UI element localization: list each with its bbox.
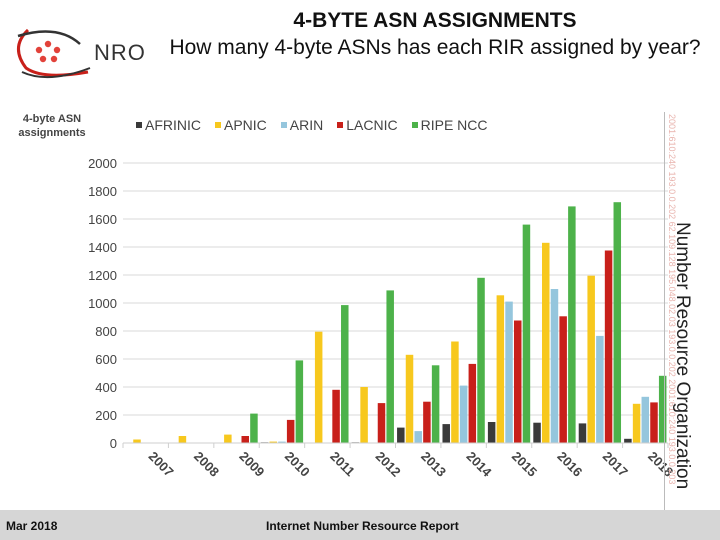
y-tick-label: 1800 bbox=[88, 184, 117, 199]
slide-title-block: 4-BYTE ASN ASSIGNMENTS How many 4-byte A… bbox=[150, 8, 720, 62]
legend-label: ARIN bbox=[289, 117, 324, 133]
bar-ripe-ncc-2012 bbox=[386, 290, 394, 443]
x-tick-label: 2008 bbox=[191, 449, 222, 480]
bar-ripe-ncc-2013 bbox=[431, 365, 440, 443]
bar-afrinic-2014 bbox=[442, 424, 450, 443]
footer-report-title: Internet Number Resource Report bbox=[266, 519, 459, 533]
logo-text: NRO bbox=[94, 40, 146, 65]
bar-lacnic-2011 bbox=[332, 389, 340, 443]
bar-afrinic-2013 bbox=[397, 427, 405, 443]
bar-arin-2016 bbox=[550, 289, 559, 443]
chart-legend: AFRINIC APNIC ARIN LACNIC RIPE NCC bbox=[136, 117, 488, 133]
bar-lacnic-2015 bbox=[513, 320, 522, 443]
legend-item-apnic: APNIC bbox=[215, 117, 267, 133]
bar-apnic-2011 bbox=[314, 331, 323, 443]
bar-ripe-ncc-2009 bbox=[250, 413, 258, 443]
legend-item-lacnic: LACNIC bbox=[337, 117, 398, 133]
x-tick-label: 2012 bbox=[373, 449, 404, 480]
legend-item-afrinic: AFRINIC bbox=[136, 117, 201, 133]
bar-ripe-ncc-2018 bbox=[658, 375, 667, 443]
bar-apnic-2018 bbox=[632, 403, 641, 443]
bar-arin-2017 bbox=[596, 335, 604, 443]
legend-swatch-icon bbox=[411, 122, 418, 128]
x-tick-label: 2010 bbox=[282, 449, 313, 480]
bar-apnic-2017 bbox=[587, 275, 595, 443]
x-tick-label: 2016 bbox=[554, 449, 585, 480]
x-tick-label: 2007 bbox=[146, 449, 177, 480]
bar-apnic-2012 bbox=[360, 387, 368, 443]
y-tick-label: 400 bbox=[95, 380, 117, 395]
bar-arin-2014 bbox=[459, 385, 468, 443]
y-tick-label: 1600 bbox=[88, 212, 117, 227]
x-tick-label: 2009 bbox=[236, 449, 267, 480]
bar-ripe-ncc-2010 bbox=[295, 360, 304, 443]
y-tick-label: 1200 bbox=[88, 268, 117, 283]
legend-swatch-icon bbox=[215, 122, 221, 128]
bar-lacnic-2016 bbox=[559, 316, 567, 443]
x-tick-label: 2015 bbox=[509, 449, 540, 480]
slide-title: 4-BYTE ASN ASSIGNMENTS bbox=[293, 9, 577, 32]
y-axis-label: 4-byte ASN assignments bbox=[18, 113, 86, 139]
nro-logo-icon bbox=[17, 28, 91, 79]
footer-date: Mar 2018 bbox=[6, 519, 58, 533]
side-banner: 2001:610:240 193.0.0.202 62.109.128 195.… bbox=[664, 112, 693, 510]
slide-subtitle: How many 4-byte ASNs has each RIR assign… bbox=[169, 36, 701, 59]
legend-item-arin: ARIN bbox=[280, 117, 324, 133]
bar-afrinic-2015 bbox=[487, 422, 496, 443]
bar-lacnic-2010 bbox=[286, 419, 295, 443]
legend-swatch-icon bbox=[337, 122, 344, 128]
side-banner-org-name: Number Resource Organization bbox=[672, 222, 693, 490]
legend-swatch-icon bbox=[136, 122, 142, 128]
bar-apnic-2015 bbox=[496, 295, 505, 443]
x-tick-label: 2017 bbox=[600, 449, 631, 480]
bar-lacnic-2014 bbox=[468, 363, 477, 443]
bar-ripe-ncc-2017 bbox=[613, 202, 622, 443]
bar-ripe-ncc-2015 bbox=[522, 224, 531, 443]
bar-afrinic-2016 bbox=[533, 422, 541, 443]
y-tick-label: 2000 bbox=[88, 156, 117, 171]
bar-apnic-2014 bbox=[451, 341, 459, 443]
bar-lacnic-2012 bbox=[377, 403, 386, 443]
side-banner-ip-text: 2001:610:240 193.0.0.202 62.109.128 195.… bbox=[667, 114, 677, 485]
x-tick-label: 2014 bbox=[464, 449, 496, 481]
footer-bar: Mar 2018 Internet Number Resource Report bbox=[0, 510, 720, 540]
y-tick-label: 0 bbox=[110, 436, 117, 451]
bar-apnic-2010 bbox=[269, 441, 278, 443]
bar-apnic-2013 bbox=[405, 354, 414, 443]
bar-ripe-ncc-2016 bbox=[568, 206, 576, 443]
bar-afrinic-2017 bbox=[578, 423, 587, 443]
bar-ripe-ncc-2014 bbox=[477, 277, 485, 443]
y-tick-label: 600 bbox=[95, 352, 117, 367]
bar-apnic-2016 bbox=[542, 242, 550, 443]
bar-apnic-2009 bbox=[224, 434, 232, 443]
bar-apnic-2008 bbox=[178, 436, 187, 443]
bar-lacnic-2013 bbox=[423, 401, 431, 443]
legend-swatch-icon bbox=[280, 122, 287, 128]
bar-afrinic-2018 bbox=[624, 438, 632, 443]
bar-arin-2010 bbox=[278, 441, 286, 443]
bar-arin-2015 bbox=[505, 301, 513, 443]
y-tick-label: 800 bbox=[95, 324, 117, 339]
bar-arin-2018 bbox=[641, 396, 650, 443]
legend-label: RIPE NCC bbox=[420, 117, 488, 133]
bar-ripe-ncc-2011 bbox=[341, 305, 349, 443]
legend-label: AFRINIC bbox=[145, 117, 201, 133]
legend-label: LACNIC bbox=[346, 117, 398, 133]
legend-item-ripe-ncc: RIPE NCC bbox=[411, 117, 488, 133]
bar-lacnic-2009 bbox=[241, 436, 249, 443]
x-tick-label: 2013 bbox=[418, 449, 449, 480]
bar-apnic-2007 bbox=[133, 439, 141, 443]
x-tick-label: 2011 bbox=[327, 449, 358, 480]
y-tick-label: 1000 bbox=[88, 296, 117, 311]
y-tick-label: 1400 bbox=[88, 240, 117, 255]
bar-lacnic-2017 bbox=[604, 250, 613, 443]
bar-arin-2013 bbox=[414, 431, 422, 443]
y-tick-label: 200 bbox=[95, 408, 117, 423]
legend-label: APNIC bbox=[224, 117, 267, 133]
bar-lacnic-2018 bbox=[650, 402, 658, 443]
